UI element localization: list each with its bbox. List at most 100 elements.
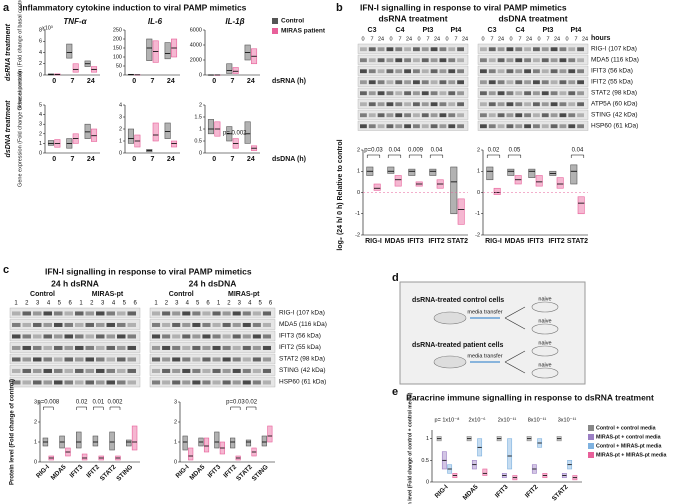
blot-band	[533, 80, 540, 85]
y-tick-label: -2	[475, 232, 480, 238]
blot-band	[252, 380, 261, 385]
blot-band	[559, 91, 567, 96]
y-tick-label: 2	[39, 131, 42, 137]
y-tick-label: 6000	[190, 27, 202, 33]
blot-band	[106, 345, 115, 350]
blot-band	[262, 345, 271, 350]
blot-band	[404, 80, 411, 85]
blot-band	[559, 58, 567, 63]
hour-label: 24	[554, 36, 560, 42]
blot-band	[22, 368, 31, 373]
p-value: 0.009	[408, 148, 424, 154]
blot-band	[202, 357, 211, 362]
blot-band	[64, 357, 73, 362]
blot-band	[202, 311, 211, 316]
blot-band	[192, 311, 201, 316]
blot-band	[457, 102, 464, 107]
y-tick-label: 0	[119, 72, 122, 78]
box	[245, 439, 252, 447]
blot-band	[152, 368, 161, 373]
y-tick-label: 200	[113, 36, 122, 42]
lane-label: 5	[58, 301, 62, 307]
legend-label: Control	[281, 18, 304, 25]
x-tick-label: 24	[247, 78, 255, 85]
box	[109, 431, 115, 451]
blot-band	[262, 357, 271, 362]
blot-band	[386, 80, 394, 85]
blot-strip	[477, 54, 589, 65]
naive-label: naive	[538, 340, 551, 346]
box	[556, 177, 564, 189]
blot-band	[182, 380, 191, 385]
blot-band	[488, 47, 496, 52]
blot-band	[242, 380, 251, 385]
x-tick-label: 7	[71, 156, 75, 163]
blot-band	[480, 58, 487, 63]
blot-band	[182, 368, 191, 373]
hour-label: 7	[518, 36, 521, 42]
y-tick-label: 2000	[190, 57, 202, 63]
blot-band	[515, 91, 523, 96]
blot-band	[480, 91, 487, 96]
box	[84, 123, 91, 139]
blot-band	[96, 345, 105, 350]
blot-band	[232, 357, 241, 362]
box	[570, 164, 578, 185]
x-tick-label: IFIT3	[69, 463, 85, 479]
row-label: dsDNA treatment	[5, 100, 12, 158]
blot-band	[64, 311, 73, 316]
blot-band	[75, 311, 84, 316]
blot-band	[222, 345, 231, 350]
blot-band	[360, 102, 367, 107]
blot-band	[222, 311, 231, 316]
protein-label: ATP5A (60 kDa)	[591, 101, 637, 108]
blot-band	[22, 357, 31, 362]
significance-bracket	[408, 154, 423, 158]
legend-swatch	[272, 18, 278, 24]
blot-band	[33, 357, 42, 362]
blot-band	[152, 322, 161, 327]
protein-label: MDA5 (116 kDa)	[591, 57, 639, 64]
blot-band	[222, 380, 231, 385]
blot-band	[448, 58, 456, 63]
blot-band	[524, 80, 531, 85]
blot-band	[368, 69, 376, 74]
p-value: 0.02	[76, 400, 88, 406]
blot-band	[559, 69, 567, 74]
blot-band	[43, 322, 52, 327]
blot-band	[480, 113, 487, 118]
y-tick-label: 1	[477, 169, 480, 175]
group-label: MIRAS-pt	[228, 291, 260, 298]
legend-label: MIRAS-pt + control media	[596, 434, 661, 440]
blot-band	[377, 113, 385, 118]
blot-strip	[477, 109, 589, 120]
blot-band	[262, 322, 271, 327]
box	[72, 63, 79, 73]
blot-band	[550, 113, 558, 118]
box	[171, 140, 178, 148]
x-tick-label: IFIT2	[524, 483, 540, 499]
blot-band	[242, 357, 251, 362]
y-tick-label: 3	[39, 122, 42, 128]
blot-band	[386, 69, 394, 74]
blot-band	[212, 334, 221, 339]
blot-strip	[477, 65, 589, 76]
blot-band	[117, 357, 126, 362]
blot-band	[448, 91, 456, 96]
blot-band	[192, 322, 201, 327]
blot-band	[515, 124, 523, 129]
panel-title: IFN-I signalling in response to viral PA…	[360, 2, 567, 12]
protein-label: STAT2 (98 kDa)	[279, 356, 325, 363]
y-tick-label: 2	[199, 102, 202, 108]
blot-strip	[149, 319, 276, 330]
panel-letter: d	[392, 272, 399, 284]
blot-band	[577, 58, 584, 63]
blot-band	[386, 102, 394, 107]
blot-band	[202, 345, 211, 350]
blot-band	[577, 47, 584, 52]
blot-band	[377, 69, 385, 74]
blot-band	[33, 311, 42, 316]
blot-band	[64, 380, 73, 385]
blot-band	[262, 311, 271, 316]
blot-band	[395, 91, 403, 96]
